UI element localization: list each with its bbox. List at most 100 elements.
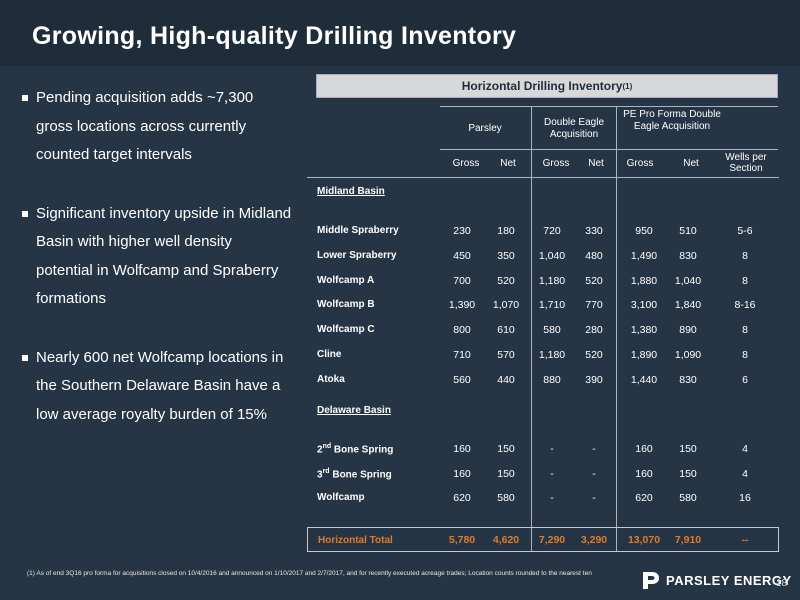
- subheader-gross: Gross: [542, 158, 570, 169]
- table-cell: 16: [739, 492, 751, 504]
- table-title-text: Horizontal Drilling Inventory: [461, 79, 623, 93]
- company-logo: PARSLEY ENERGY: [640, 569, 792, 591]
- total-label: Horizontal Total: [318, 535, 393, 546]
- row-label: Cline: [317, 349, 341, 360]
- table-cell: 8: [742, 349, 748, 361]
- table-cell: 8: [742, 275, 748, 287]
- table-cell: 330: [585, 225, 603, 237]
- row-label-text: Wolfcamp C: [317, 324, 375, 335]
- bullet-item: Pending acquisition adds ~7,300 gross lo…: [22, 84, 292, 170]
- table-cell: 4: [742, 468, 748, 480]
- row-label-text: Atoka: [317, 374, 345, 385]
- bullet-item: Significant inventory upside in Midland …: [22, 200, 292, 314]
- table-cell: 570: [497, 349, 515, 361]
- row-label-number: 2: [317, 444, 323, 456]
- table-cell: 450: [453, 250, 471, 262]
- table-cell: -: [592, 443, 596, 455]
- column-divider: [616, 106, 617, 552]
- subheader-net: Net: [683, 158, 699, 169]
- bullet-square-icon: [22, 210, 28, 217]
- footnote: (1) As of end 3Q16 pro forma for acquisi…: [27, 570, 592, 577]
- bullet-text: Nearly 600 net Wolfcamp locations in the…: [36, 348, 284, 423]
- section-delaware-basin: Delaware Basin: [317, 405, 391, 416]
- table-cell: 830: [679, 250, 697, 262]
- row-label: Atoka: [317, 374, 345, 385]
- bullet-text: Significant inventory upside in Midland …: [36, 204, 292, 308]
- bullet-list: Pending acquisition adds ~7,300 gross lo…: [22, 84, 292, 457]
- row-label: Wolfcamp A: [317, 275, 374, 286]
- table-cell: 1,890: [630, 349, 658, 361]
- table-cell: 1,180: [538, 275, 566, 287]
- table-cell: 150: [497, 443, 515, 455]
- table-cell: 1,180: [538, 349, 566, 361]
- table-cell: 6: [742, 374, 748, 386]
- group-header-pro-forma: PE Pro Forma Double Eagle Acquisition: [623, 109, 721, 132]
- table-cell: 520: [497, 275, 515, 287]
- section-midland-basin: Midland Basin: [317, 186, 385, 197]
- bullet-text: Pending acquisition adds ~7,300 gross lo…: [36, 89, 254, 163]
- header-divider: [307, 177, 779, 178]
- table-cell: 5-6: [737, 225, 753, 237]
- table-cell: 440: [497, 374, 515, 386]
- total-row: Horizontal Total: [307, 527, 779, 552]
- table-cell: 520: [585, 349, 603, 361]
- table-cell: 150: [679, 468, 697, 480]
- subheader-gross: Gross: [452, 158, 480, 169]
- table-cell: 8: [742, 250, 748, 262]
- table-title: Horizontal Drilling Inventory (1): [316, 74, 778, 98]
- table-cell: 280: [585, 324, 603, 336]
- table-cell: 230: [453, 225, 471, 237]
- table-cell: 1,490: [630, 250, 658, 262]
- row-label-ordinal: nd: [322, 443, 332, 450]
- table-cell: -: [550, 468, 554, 480]
- table-cell: 950: [635, 225, 653, 237]
- bullet-item: Nearly 600 net Wolfcamp locations in the…: [22, 344, 292, 430]
- row-label: Wolfcamp B: [317, 299, 375, 310]
- table-cell: 1,070: [492, 299, 520, 311]
- table-cell: 3,100: [630, 299, 658, 311]
- row-label: Wolfcamp: [317, 492, 365, 503]
- row-label-text: Wolfcamp B: [317, 299, 375, 310]
- table-cell: 720: [543, 225, 561, 237]
- table-cell: 8-16: [734, 299, 756, 311]
- row-label-text: Middle Spraberry: [317, 225, 399, 236]
- page-title: Growing, High-quality Drilling Inventory: [32, 22, 517, 50]
- row-label: 3rd Bone Spring: [317, 468, 392, 480]
- table-cell: -: [592, 492, 596, 504]
- table-cell: 770: [585, 299, 603, 311]
- total-cell: --: [741, 534, 749, 546]
- row-label: Middle Spraberry: [317, 225, 399, 236]
- table-cell: 8: [742, 324, 748, 336]
- table-cell: 580: [497, 492, 515, 504]
- header-divider: [440, 149, 778, 150]
- total-cell: 4,620: [492, 534, 520, 546]
- subheader-net: Net: [500, 158, 516, 169]
- table-cell: 560: [453, 374, 471, 386]
- table-cell: 610: [497, 324, 515, 336]
- table-cell: 510: [679, 225, 697, 237]
- title-bar: Growing, High-quality Drilling Inventory: [0, 0, 800, 66]
- table-cell: 800: [453, 324, 471, 336]
- total-cell: 13,070: [627, 534, 661, 546]
- table-cell: 160: [635, 468, 653, 480]
- table-cell: 390: [585, 374, 603, 386]
- table-cell: 580: [543, 324, 561, 336]
- table-cell: 1,880: [630, 275, 658, 287]
- table-cell: 4: [742, 443, 748, 455]
- table-cell: 480: [585, 250, 603, 262]
- header-divider: [440, 106, 778, 107]
- group-header-double-eagle: Double Eagle Acquisition: [543, 117, 605, 140]
- row-label: 2nd Bone Spring: [317, 443, 393, 455]
- table-cell: -: [592, 468, 596, 480]
- table-cell: 520: [585, 275, 603, 287]
- table-cell: 1,040: [674, 275, 702, 287]
- table-cell: 160: [453, 443, 471, 455]
- total-cell: 7,910: [674, 534, 702, 546]
- total-cell: 7,290: [538, 534, 566, 546]
- bullet-square-icon: [22, 354, 28, 361]
- logo-text: PARSLEY ENERGY: [666, 572, 792, 588]
- table-cell: 890: [679, 324, 697, 336]
- table-cell: 1,090: [674, 349, 702, 361]
- column-divider: [531, 106, 532, 552]
- table-cell: 350: [497, 250, 515, 262]
